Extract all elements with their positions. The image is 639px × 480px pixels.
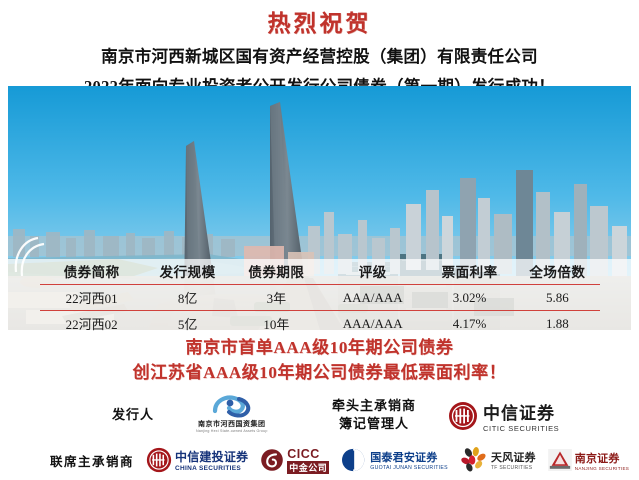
bond-table-panel: 债券简称 发行规模 债券期限 评级 票面利率 全场倍数 22河西01 8亿 3年… bbox=[8, 259, 631, 332]
cell-coupon: 3.02% bbox=[452, 289, 487, 305]
slogan-line-2: 创江苏省AAA级10年期公司债券最低票面利率！ bbox=[132, 362, 507, 382]
nanjing-securities-en: NANJING SECURITIES bbox=[574, 465, 630, 471]
cicc-mark-icon bbox=[261, 449, 284, 471]
citic-logo-en: CITIC SECURITIES bbox=[483, 424, 560, 433]
china-securities-logo: 中信建投证券 CHINA SECURITIES bbox=[146, 447, 248, 473]
bond-table: 债券简称 发行规模 债券期限 评级 票面利率 全场倍数 22河西01 8亿 3年… bbox=[39, 259, 600, 337]
cell-issue-size: 8亿 bbox=[177, 291, 198, 306]
china-securities-mark-icon bbox=[146, 447, 172, 473]
guotai-junan-en: GUOTAI JUNAN SECURITIES bbox=[370, 465, 448, 471]
lead-underwriter-label: 牵头主承销商 bbox=[332, 398, 417, 413]
issuer-logo-en: Nanjing Hexi State-owned Assets Group bbox=[196, 429, 268, 433]
cell-oversubscription: 1.88 bbox=[546, 315, 569, 331]
slogan-line-1: 南京市首单AAA级10年期公司债券 bbox=[185, 338, 454, 357]
cell-tenor: 10年 bbox=[263, 317, 290, 332]
citic-securities-logo: 中信证券 CITIC SECURITIES bbox=[448, 399, 559, 433]
cell-bond-name: 22河西01 bbox=[65, 291, 118, 306]
cicc-en: CICC bbox=[287, 446, 320, 461]
citic-logo-cn: 中信证券 bbox=[483, 404, 555, 423]
issuer-label: 发行人 bbox=[112, 407, 155, 422]
cicc-logo: CICC 中金公司 bbox=[260, 446, 330, 474]
col-header-issue-size: 发行规模 bbox=[159, 265, 216, 280]
cell-rating: AAA/AAA bbox=[342, 315, 403, 331]
issuer-logo: 南京市河西国资集团 Nanjing Hexi State-owned Asset… bbox=[196, 395, 268, 433]
col-header-coupon: 票面利率 bbox=[441, 265, 498, 280]
cell-tenor: 3年 bbox=[266, 291, 287, 306]
cicc-cn: 中金公司 bbox=[287, 460, 330, 474]
bookrunner-label: 簿记管理人 bbox=[339, 415, 410, 431]
tf-securities-en: TF SECURITIES bbox=[490, 465, 533, 471]
col-header-bond-name: 债券简称 bbox=[63, 265, 120, 280]
cell-issue-size: 5亿 bbox=[177, 317, 198, 332]
header: 热烈祝贺 南京市河西新城区国有资产经营控股（集团）有限责任公司 2022年面向专… bbox=[0, 0, 639, 96]
guotai-junan-cn: 国泰君安证券 bbox=[370, 452, 438, 464]
china-securities-en: CHINA SECURITIES bbox=[175, 465, 241, 472]
nanjing-securities-logo: 南京证券 NANJING SECURITIES bbox=[547, 449, 630, 471]
parties-row: 发行人 南京市河西国资集团 Nanjing Hexi State-owned A… bbox=[0, 395, 639, 439]
guotai-junan-mark-icon bbox=[342, 448, 365, 472]
lead-underwriter-label-group: 牵头主承销商 簿记管理人 bbox=[332, 397, 416, 432]
col-header-rating: 评级 bbox=[358, 265, 387, 280]
page-title: 热烈祝贺 bbox=[267, 11, 372, 36]
table-row: 22河西01 8亿 3年 AAA/AAA 3.02% 5.86 bbox=[39, 285, 600, 311]
cell-oversubscription: 5.86 bbox=[546, 289, 569, 305]
issuer-logo-cn: 南京市河西国资集团 bbox=[198, 421, 266, 428]
citic-mark-icon bbox=[449, 402, 477, 430]
nanjing-securities-mark-icon bbox=[547, 449, 572, 471]
table-header-row: 债券简称 发行规模 债券期限 评级 票面利率 全场倍数 bbox=[39, 259, 600, 285]
col-header-tenor: 债券期限 bbox=[248, 265, 305, 280]
issuer-full-name: 南京市河西新城区国有资产经营控股（集团）有限责任公司 bbox=[101, 47, 538, 66]
hexi-group-mark-icon bbox=[212, 395, 250, 418]
guotai-junan-logo: 国泰君安证券 GUOTAI JUNAN SECURITIES bbox=[341, 448, 448, 472]
issuer-label-group: 发行人 bbox=[112, 406, 154, 424]
cell-bond-name: 22河西02 bbox=[65, 317, 118, 332]
tf-securities-cn: 天风证券 bbox=[490, 452, 536, 464]
table-row: 22河西02 5亿 10年 AAA/AAA 4.17% 1.88 bbox=[40, 311, 600, 337]
cell-coupon: 4.17% bbox=[452, 315, 487, 331]
joint-underwriters-label: 联席主承销商 bbox=[50, 454, 135, 469]
col-header-oversubscription: 全场倍数 bbox=[529, 265, 586, 280]
tf-securities-logo: 天风证券 TF SECURITIES bbox=[460, 447, 536, 473]
cell-rating: AAA/AAA bbox=[342, 289, 403, 305]
joint-underwriters-row: 联席主承销商 中信建投证券 CHINA SECURITIES bbox=[0, 440, 639, 480]
nanjing-securities-cn: 南京证券 bbox=[574, 452, 620, 465]
tf-securities-mark-icon bbox=[461, 447, 486, 472]
slogan-block: 南京市首单AAA级10年期公司债券 创江苏省AAA级10年期公司债券最低票面利率… bbox=[0, 336, 639, 385]
china-securities-cn: 中信建投证券 bbox=[175, 450, 249, 464]
